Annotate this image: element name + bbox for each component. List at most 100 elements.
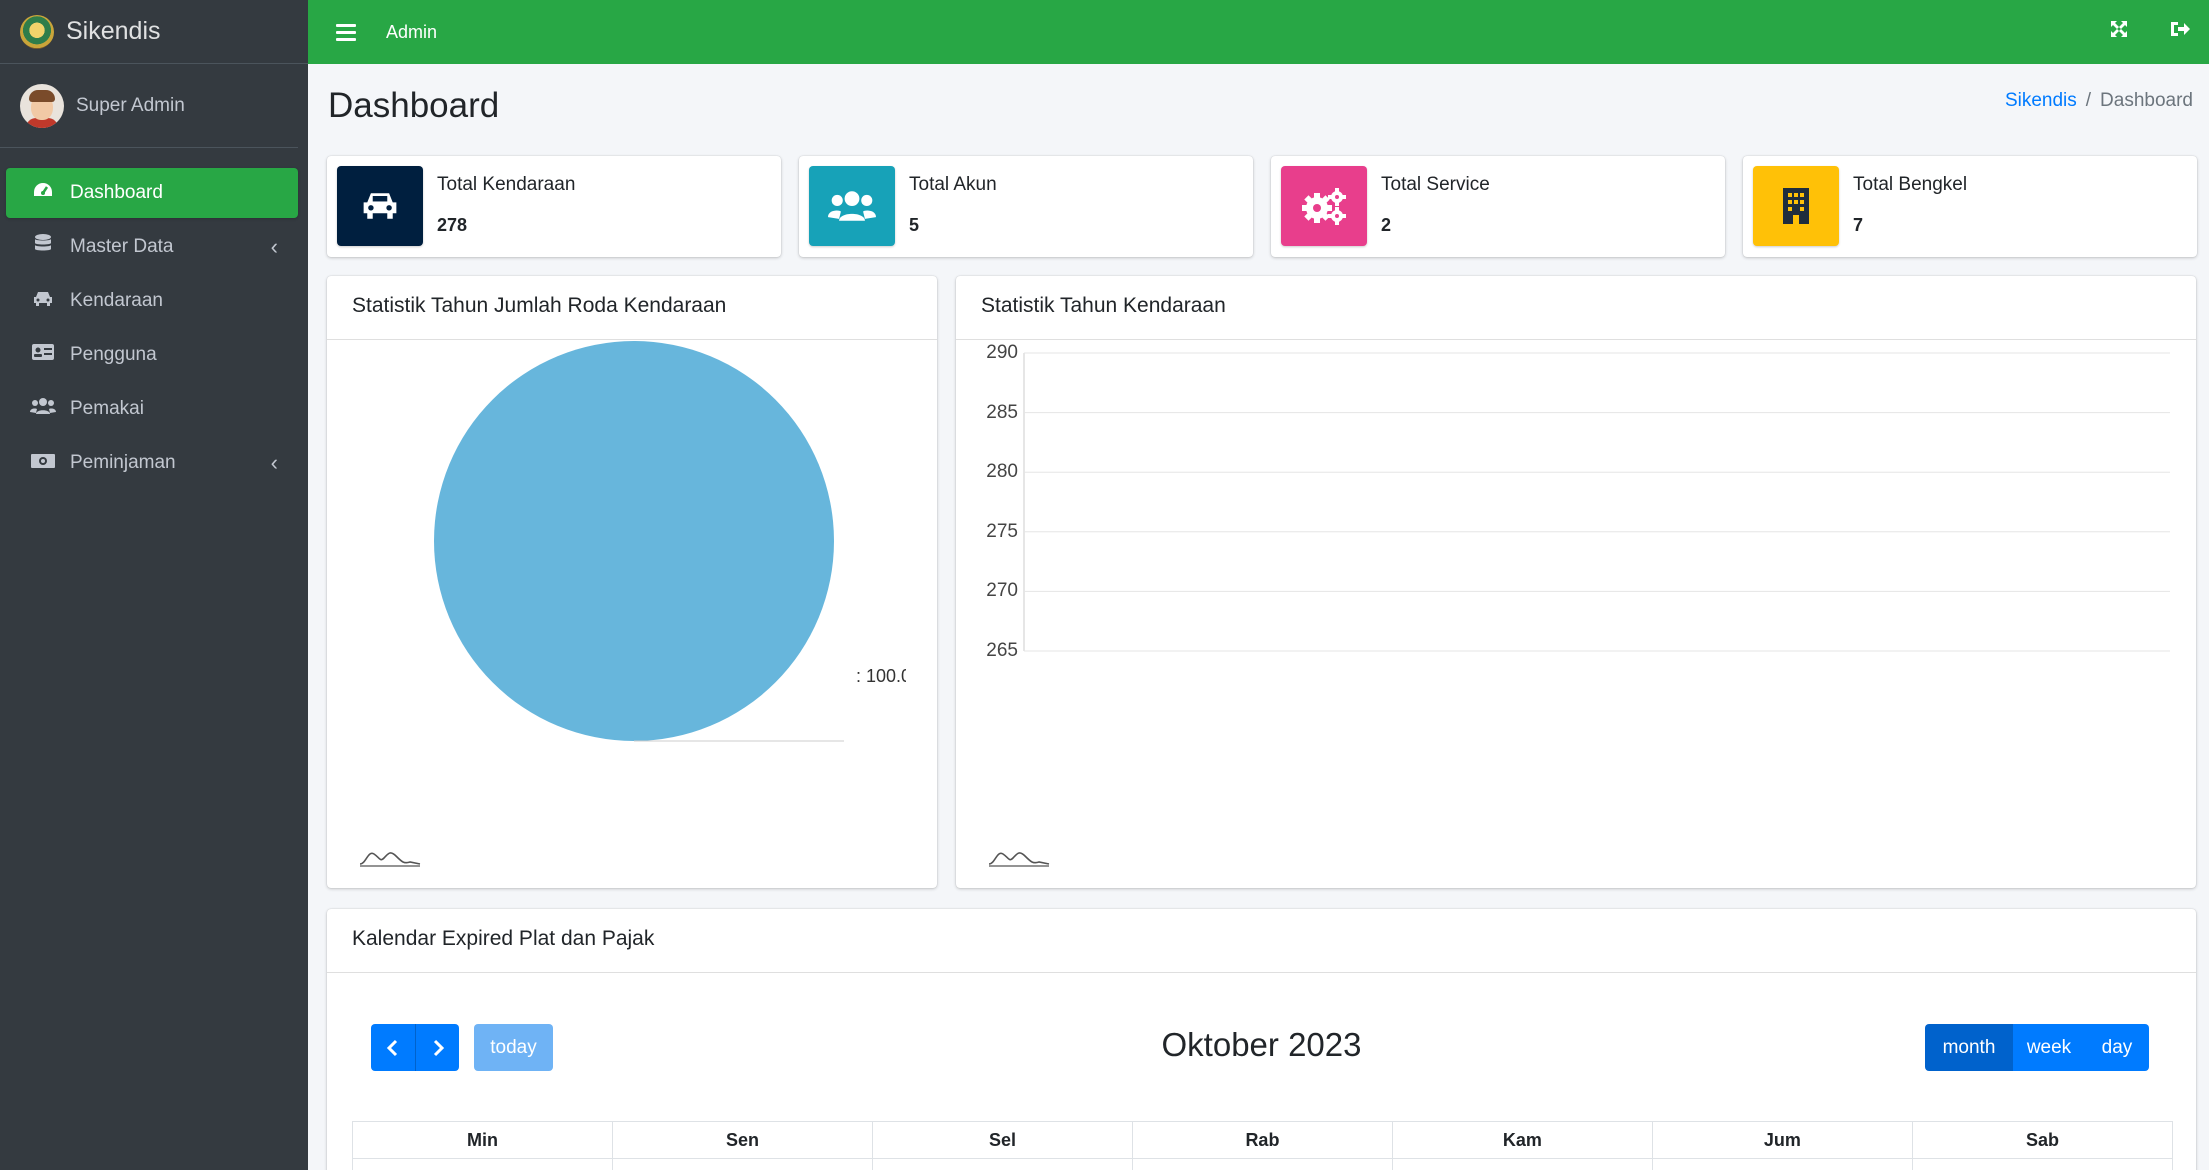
info-box-value: 7 [1853,215,1864,235]
users-icon [28,397,58,421]
topbar-title[interactable]: Admin [386,21,438,42]
car-icon [28,290,58,313]
weekday-header: Sen [611,1121,873,1159]
database-icon [28,233,58,261]
building-icon [1753,166,1839,246]
info-box-total-kendaraan: Total Kendaraan 278 [327,156,781,257]
calendar-day-cell[interactable] [1651,1158,1913,1170]
brand-link[interactable]: Sikendis [0,0,308,64]
sidebar-item-label: Dashboard [70,182,163,203]
info-box-label: Total Bengkel [1853,174,1968,195]
car-icon [337,166,423,246]
card-title: Kalendar Expired Plat dan Pajak [327,909,2196,973]
pie-chart-card: Statistik Tahun Jumlah Roda Kendaraan : … [327,276,937,888]
y-tick-label: 285 [986,401,1018,423]
sidebar-item-kendaraan[interactable]: Kendaraan [6,276,298,326]
chart-logo-icon[interactable] [358,846,422,868]
sidebar-item-label: Peminjaman [70,452,176,473]
user-name: Super Admin [76,94,185,116]
y-tick-label: 270 [986,580,1018,602]
sidebar-item-label: Kendaraan [70,290,163,311]
calendar-day-cell[interactable] [1911,1158,2174,1170]
sidebar-item-master-data[interactable]: Master Data ‹ [6,222,298,272]
view-month-button[interactable]: month [1925,1024,2013,1071]
sidebar: Sikendis Super Admin Dashboard Master Da… [0,0,308,1170]
info-box-value: 5 [909,215,920,235]
pie-slice-label: : 100.0 [856,666,906,686]
weekday-header: Jum [1651,1121,1913,1159]
today-button[interactable]: today [474,1024,553,1071]
weekday-header: Sel [871,1121,1133,1159]
weekday-header: Sab [1911,1121,2174,1159]
weekday-header: Min [352,1121,613,1159]
users-icon [809,166,895,246]
sidebar-item-label: Pengguna [70,344,157,365]
info-box-label: Total Akun [909,174,997,195]
sidebar-item-label: Pemakai [70,398,144,419]
tachometer-icon [28,181,58,205]
calendar-grid: Min Sen Sel Rab Kam Jum Sab [352,1121,2174,1170]
info-box-total-akun: Total Akun 5 [799,156,1253,257]
pie-slice[interactable] [434,341,834,741]
card-title: Statistik Tahun Kendaraan [956,276,2196,340]
info-box-value: 2 [1381,215,1392,235]
calendar-day-cell[interactable] [611,1158,873,1170]
sidebar-item-peminjaman[interactable]: Peminjaman ‹ [6,438,298,488]
prev-button[interactable] [371,1024,415,1071]
chevron-left-icon: ‹ [270,234,278,259]
sidebar-item-pengguna[interactable]: Pengguna [6,330,298,380]
brand-logo-icon [20,14,54,49]
cogs-icon [1281,166,1367,246]
id-card-icon [28,343,58,367]
card-title: Statistik Tahun Jumlah Roda Kendaraan [327,276,937,340]
sidebar-item-label: Master Data [70,236,174,257]
y-tick-label: 265 [986,640,1018,661]
y-tick-label: 280 [986,461,1018,483]
top-navbar: Admin [308,0,2209,64]
calendar-card: Kalendar Expired Plat dan Pajak today Ok… [327,909,2196,1170]
chart-logo-icon[interactable] [987,846,1051,868]
avatar [20,83,64,128]
y-tick-label: 290 [986,342,1018,363]
menu-icon[interactable] [336,20,356,45]
sidebar-nav: Dashboard Master Data ‹ Kendaraan Penggu… [0,148,308,488]
info-box-label: Total Service [1381,174,1490,195]
calendar-weekday-row: Min Sen Sel Rab Kam Jum Sab [352,1121,2174,1159]
calendar-day-cell[interactable] [871,1158,1133,1170]
calendar-week-row [352,1158,2174,1170]
calendar-day-cell[interactable] [352,1158,613,1170]
breadcrumb-current: Dashboard [2100,90,2193,111]
fullscreen-icon[interactable] [2109,19,2129,45]
breadcrumb-home-link[interactable]: Sikendis [2004,90,2077,111]
view-week-button[interactable]: week [2013,1024,2085,1071]
pie-chart [434,341,844,742]
chevron-right-icon [433,1039,444,1056]
page-title: Dashboard [328,86,500,125]
sidebar-item-pemakai[interactable]: Pemakai [6,384,298,434]
line-chart: 290 285 280 275 270 265 [956,276,2196,888]
y-tick-label: 275 [986,520,1018,542]
next-button[interactable] [415,1024,459,1071]
info-box-total-service: Total Service 2 [1271,156,1725,257]
line-chart-grid [1023,352,2170,652]
chevron-left-icon: ‹ [270,450,278,475]
calendar-day-cell[interactable] [1131,1158,1393,1170]
line-chart-card: Statistik Tahun Kendaraan 290 285 280 275 27… [956,276,2196,888]
info-box-total-bengkel: Total Bengkel 7 [1743,156,2197,257]
money-bill-icon [28,452,58,475]
weekday-header: Kam [1391,1121,1653,1159]
brand-name: Sikendis [66,17,161,45]
content-wrapper: Dashboard Sikendis / Dashboard Total Kenda… [308,64,2209,1170]
info-box-label: Total Kendaraan [437,174,576,195]
breadcrumb: Sikendis / Dashboard [2004,90,2193,111]
chevron-left-icon [386,1039,398,1056]
calendar-month-title: Oktober 2023 [1161,1026,1362,1063]
view-day-button[interactable]: day [2085,1024,2149,1071]
logout-icon[interactable] [2169,19,2191,45]
user-panel[interactable]: Super Admin [0,64,298,148]
topbar-actions [2109,0,2191,64]
sidebar-item-dashboard[interactable]: Dashboard [6,168,298,218]
weekday-header: Rab [1131,1121,1393,1159]
calendar-day-cell[interactable] [1391,1158,1653,1170]
info-box-value: 278 [437,215,468,235]
